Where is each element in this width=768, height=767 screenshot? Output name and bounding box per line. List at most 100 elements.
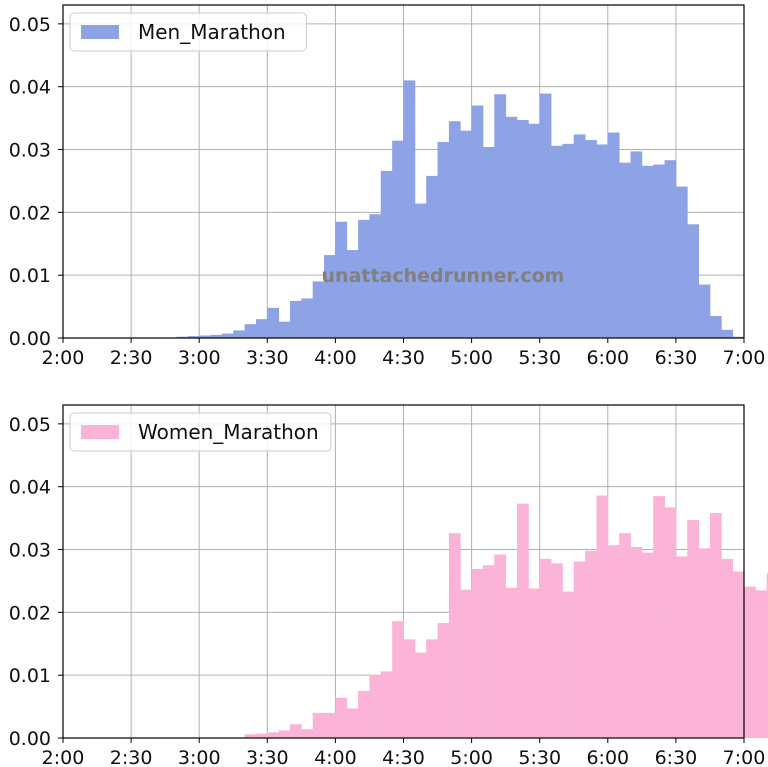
women-histogram-bar — [539, 558, 552, 738]
women-histogram-bar — [437, 623, 450, 738]
women-x-tick-label: 5:30 — [518, 747, 561, 767]
men-x-tick-label: 4:00 — [314, 347, 357, 369]
women-histogram-bar — [267, 732, 280, 738]
men-histogram-bar — [471, 105, 484, 338]
men-histogram-bar — [210, 334, 223, 338]
women-histogram-bar — [744, 586, 756, 738]
men-histogram-bar — [687, 224, 699, 338]
women-histogram-bar — [312, 712, 325, 738]
men-histogram-bar — [358, 219, 370, 338]
men-histogram-bar — [494, 94, 507, 338]
men-y-tick-label: 0.04 — [9, 77, 51, 99]
women-histogram-bar — [641, 552, 654, 738]
men-histogram-bar — [301, 298, 314, 338]
women-histogram-bar — [403, 639, 416, 738]
women-x-tick-label: 4:00 — [314, 747, 357, 767]
men-histogram-bar — [392, 140, 404, 338]
men-y-tick-label: 0.02 — [9, 202, 51, 224]
women-histogram-bar — [766, 573, 768, 738]
women-histogram-bar — [721, 558, 734, 738]
women-histogram-bar — [585, 550, 597, 738]
women-histogram-bar — [380, 671, 393, 738]
men-x-tick-label: 3:00 — [178, 347, 221, 369]
women-histogram-bar — [358, 690, 370, 738]
women-histogram-bar — [528, 588, 541, 738]
men-histogram-bar — [551, 145, 563, 338]
men-histogram-bar — [460, 130, 472, 338]
women-histogram-bar — [278, 730, 291, 738]
men-histogram-bar — [437, 141, 450, 338]
women-histogram-bar — [335, 697, 348, 738]
women-histogram-bar — [346, 708, 359, 738]
women-histogram-bar — [494, 554, 507, 738]
men-histogram-bar — [369, 214, 382, 338]
women-legend-label: Women_Marathon — [138, 420, 319, 444]
men-histogram-bar — [380, 170, 393, 338]
men-histogram-bar — [653, 164, 665, 338]
women-histogram-bar — [324, 712, 336, 738]
women-histogram-bar — [619, 533, 631, 738]
men-histogram-bar — [528, 123, 541, 338]
women-histogram-bar — [607, 545, 620, 738]
men-x-tick-label: 5:00 — [450, 347, 493, 369]
men-histogram-bar — [721, 329, 734, 338]
women-histogram-bar — [482, 565, 495, 738]
men-x-tick-label: 6:00 — [586, 347, 629, 369]
women-x-tick-label: 7:00 — [723, 747, 766, 767]
men-marathon-histogram: 2:00 2:30 3:00 3:30 4:00 4:30 5:00 5:30 6:00 6:30… — [9, 4, 765, 369]
men-histogram-bar — [199, 335, 211, 338]
women-histogram-bar — [687, 519, 699, 738]
men-histogram-bar — [324, 255, 336, 338]
men-histogram-bar — [290, 300, 302, 338]
men-histogram-bar — [732, 336, 745, 338]
men-histogram-bar — [607, 132, 620, 338]
women-histogram-bar — [675, 556, 688, 738]
women-histogram-bar — [414, 652, 427, 738]
women-histogram-bar — [698, 548, 711, 738]
men-histogram-bar — [505, 116, 518, 338]
men-histogram-bar — [630, 151, 643, 338]
men-histogram-bar — [539, 93, 552, 338]
men-histogram-bar — [596, 144, 609, 338]
men-legend: Men_Marathon — [69, 12, 307, 52]
men-histogram-bar — [244, 324, 257, 338]
men-histogram-bar — [664, 160, 677, 338]
women-x-tick-label: 5:00 — [450, 747, 493, 767]
men-histogram-bar — [675, 186, 688, 338]
men-histogram-bar — [335, 221, 348, 338]
women-histogram-bar — [505, 587, 518, 738]
women-y-axis: 0.00 0.01 0.02 0.03 0.04 0.05 — [9, 414, 63, 750]
women-legend: Women_Marathon — [69, 412, 332, 452]
women-y-tick-label: 0.01 — [9, 665, 51, 687]
women-y-tick-label: 0.04 — [9, 477, 51, 499]
women-histogram-bar — [255, 733, 268, 738]
men-x-tick-label: 3:30 — [246, 347, 289, 369]
women-y-tick-label: 0.05 — [9, 414, 51, 436]
men-histogram-bar — [641, 165, 654, 338]
men-y-tick-label: 0.01 — [9, 265, 51, 287]
women-histogram-bar — [709, 513, 722, 738]
men-histogram-bar — [187, 336, 200, 338]
men-histogram-bar — [278, 321, 291, 338]
women-x-tick-label: 3:00 — [178, 747, 221, 767]
men-x-tick-label: 2:30 — [110, 347, 153, 369]
men-histogram-bar — [709, 316, 722, 338]
women-histogram-bar — [630, 546, 643, 738]
men-x-tick-label: 6:30 — [655, 347, 698, 369]
women-y-tick-label: 0.00 — [9, 728, 51, 750]
women-x-tick-label: 2:30 — [110, 747, 153, 767]
men-histogram-bar — [346, 250, 359, 338]
men-y-tick-label: 0.03 — [9, 140, 51, 162]
women-y-tick-label: 0.02 — [9, 602, 51, 624]
women-histogram-bar — [755, 590, 768, 738]
men-x-tick-label: 2:00 — [42, 347, 85, 369]
women-histogram-bar — [573, 561, 586, 738]
women-histogram-bar — [664, 507, 677, 738]
men-histogram-bar — [312, 281, 325, 338]
men-histogram-bar — [573, 134, 586, 338]
men-x-tick-label: 4:30 — [382, 347, 425, 369]
women-x-tick-label: 2:00 — [42, 747, 85, 767]
men-histogram-bar — [619, 162, 631, 338]
women-bars — [244, 495, 768, 738]
